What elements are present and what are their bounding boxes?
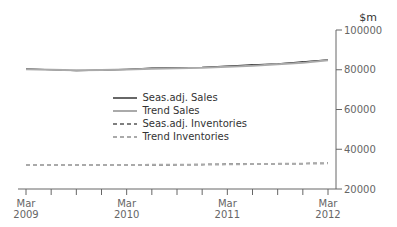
html-text:Seas.adj. Sales: Seas.adj. Sales: [142, 92, 218, 104]
html-text:$m: $m: [359, 11, 377, 24]
svg-text:Mar2011: Mar2011: [215, 198, 240, 219]
html-text:Trend Sales: Trend Sales: [142, 105, 200, 117]
html-text:Trend Inventories: Trend Inventories: [142, 131, 229, 143]
svg-text:100000: 100000: [344, 25, 382, 36]
svg-text:Mar2010: Mar2010: [114, 198, 139, 219]
svg-text:80000: 80000: [344, 64, 376, 75]
svg-text:40000: 40000: [344, 144, 376, 155]
svg-text:20000: 20000: [344, 184, 376, 195]
svg-text:60000: 60000: [344, 104, 376, 115]
html-text:Seas.adj. Inventories: Seas.adj. Inventories: [142, 118, 247, 130]
svg-text:Mar2009: Mar2009: [13, 198, 38, 219]
svg-text:Mar2012: Mar2012: [315, 198, 340, 219]
